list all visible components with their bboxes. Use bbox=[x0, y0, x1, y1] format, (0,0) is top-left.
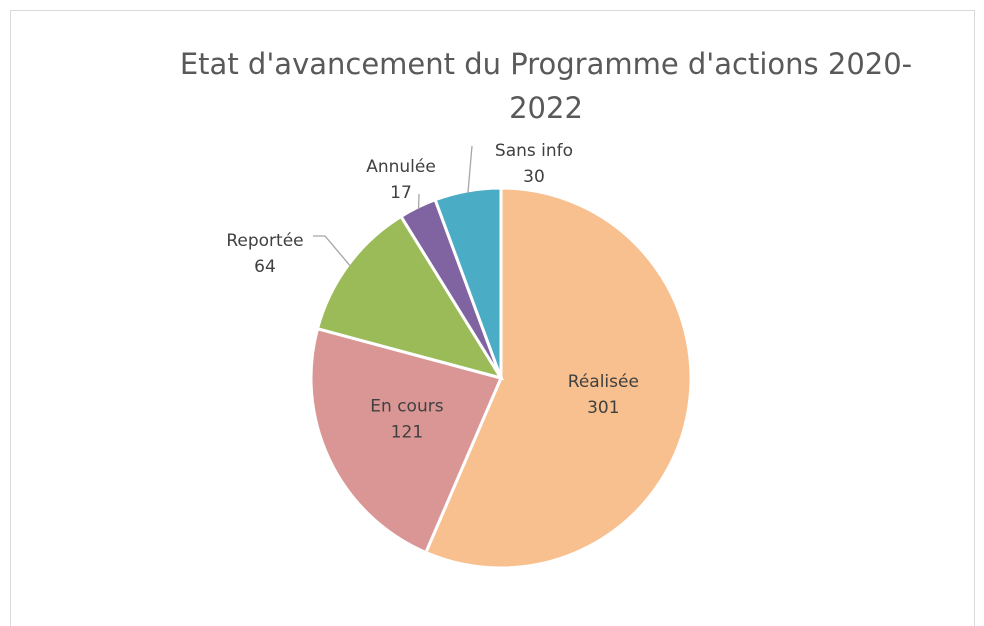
data-label: Reportée 64 bbox=[226, 231, 303, 277]
pie-slice bbox=[423, 186, 693, 570]
chart-border bbox=[10, 10, 975, 626]
leader-line bbox=[313, 235, 351, 267]
label-name: En cours bbox=[370, 397, 443, 417]
data-label: Sans info 30 bbox=[495, 141, 573, 187]
label-value: 64 bbox=[254, 257, 276, 277]
label-name: Reportée bbox=[226, 231, 303, 251]
label-value: 121 bbox=[391, 423, 423, 443]
pie-slice bbox=[309, 326, 504, 555]
label-name: Sans info bbox=[495, 141, 573, 161]
data-label: Annulée 17 bbox=[366, 157, 436, 203]
label-name: Réalisée bbox=[568, 372, 639, 392]
label-value: 301 bbox=[587, 398, 619, 418]
leader-line bbox=[467, 145, 473, 193]
data-label: Réalisée 301 bbox=[568, 372, 639, 418]
label-value: 30 bbox=[523, 167, 545, 187]
chart-title: Etat d'avancement du Programme d'actions… bbox=[179, 47, 913, 125]
label-value: 17 bbox=[390, 183, 412, 203]
data-label: En cours 121 bbox=[370, 397, 443, 443]
label-name: Annulée bbox=[366, 157, 436, 177]
